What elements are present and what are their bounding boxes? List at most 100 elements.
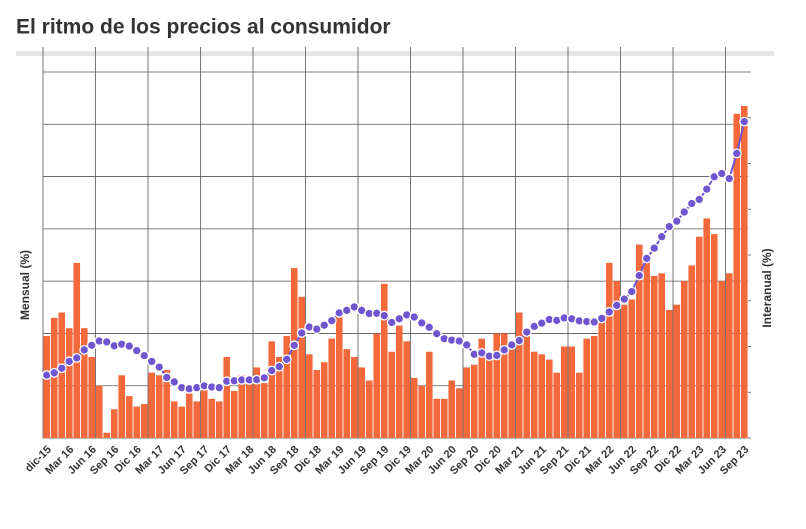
bar (350, 356, 358, 438)
line-point (454, 336, 465, 346)
line-point (154, 362, 165, 373)
bar (545, 359, 553, 438)
bar (313, 370, 321, 438)
bar (463, 367, 471, 438)
bar (125, 396, 133, 438)
bar (568, 346, 576, 438)
line-point (214, 382, 225, 393)
bar (515, 312, 523, 438)
bar (260, 383, 268, 438)
line-point (169, 377, 180, 387)
bar (230, 390, 238, 438)
bar (328, 338, 336, 438)
bar (665, 309, 673, 438)
bar (673, 304, 681, 438)
line-point (716, 168, 727, 179)
line-point (596, 313, 607, 324)
line-point (259, 372, 270, 383)
bar (440, 398, 448, 438)
line-point (731, 148, 742, 159)
bar (358, 367, 366, 438)
line-point (521, 327, 532, 338)
bar (200, 388, 208, 438)
bar (118, 375, 126, 438)
bar (710, 234, 718, 438)
line-series (41, 116, 750, 394)
line-point (409, 312, 420, 322)
line-point (686, 198, 697, 209)
bar (388, 351, 396, 438)
bar (508, 343, 516, 438)
bar (80, 328, 88, 438)
bar (643, 255, 651, 438)
bar (245, 377, 253, 438)
bar (178, 406, 186, 438)
line-point (649, 243, 660, 254)
bar (238, 375, 246, 438)
bar (185, 393, 193, 438)
chart-title: El ritmo de los precios al consumidor (16, 16, 391, 39)
bar (530, 351, 538, 438)
bar (590, 336, 598, 438)
bar (725, 273, 733, 438)
bar (223, 356, 231, 438)
bar (688, 265, 696, 438)
bar (283, 336, 291, 438)
bar (635, 244, 643, 438)
line-point (611, 300, 622, 311)
line-point (431, 328, 442, 339)
bar (628, 299, 636, 438)
line-point (679, 207, 690, 217)
line-point (56, 363, 67, 374)
line-point (289, 340, 300, 351)
bar (343, 349, 351, 438)
bar (140, 404, 148, 438)
bar (373, 333, 381, 438)
line-point (394, 313, 405, 324)
line-point (491, 350, 502, 361)
bar (703, 218, 711, 438)
line-point (71, 352, 82, 363)
bar (433, 398, 441, 438)
line-point (626, 286, 637, 297)
line-point (326, 315, 337, 326)
bar (133, 406, 141, 438)
bar (470, 364, 478, 438)
bar (598, 315, 606, 438)
line-point (701, 184, 712, 195)
bar (268, 341, 276, 438)
bar (620, 304, 628, 438)
bar (335, 315, 343, 438)
line-point (619, 294, 630, 305)
line-point (319, 320, 330, 331)
bar (680, 281, 688, 438)
bar (208, 398, 216, 438)
bar (613, 281, 621, 438)
bar (305, 354, 313, 438)
bar (485, 354, 493, 438)
bar (395, 325, 403, 438)
bar (478, 338, 486, 438)
line-point (499, 344, 510, 355)
bar (50, 317, 58, 438)
bar (65, 328, 73, 438)
bar (718, 281, 726, 438)
line-point (664, 221, 675, 232)
grid (42, 47, 751, 439)
bar (320, 362, 328, 438)
line-point (274, 361, 285, 372)
line-point (656, 231, 667, 242)
bar (650, 275, 658, 438)
bar (43, 336, 51, 438)
bar (148, 372, 156, 438)
line-point (461, 339, 472, 350)
bar (215, 401, 223, 438)
line-point (671, 216, 682, 227)
line-point (416, 317, 427, 328)
bar (695, 236, 703, 438)
bar (103, 432, 111, 438)
bar (523, 330, 531, 438)
bar (193, 401, 201, 438)
bar (733, 113, 741, 438)
bar (170, 401, 178, 438)
